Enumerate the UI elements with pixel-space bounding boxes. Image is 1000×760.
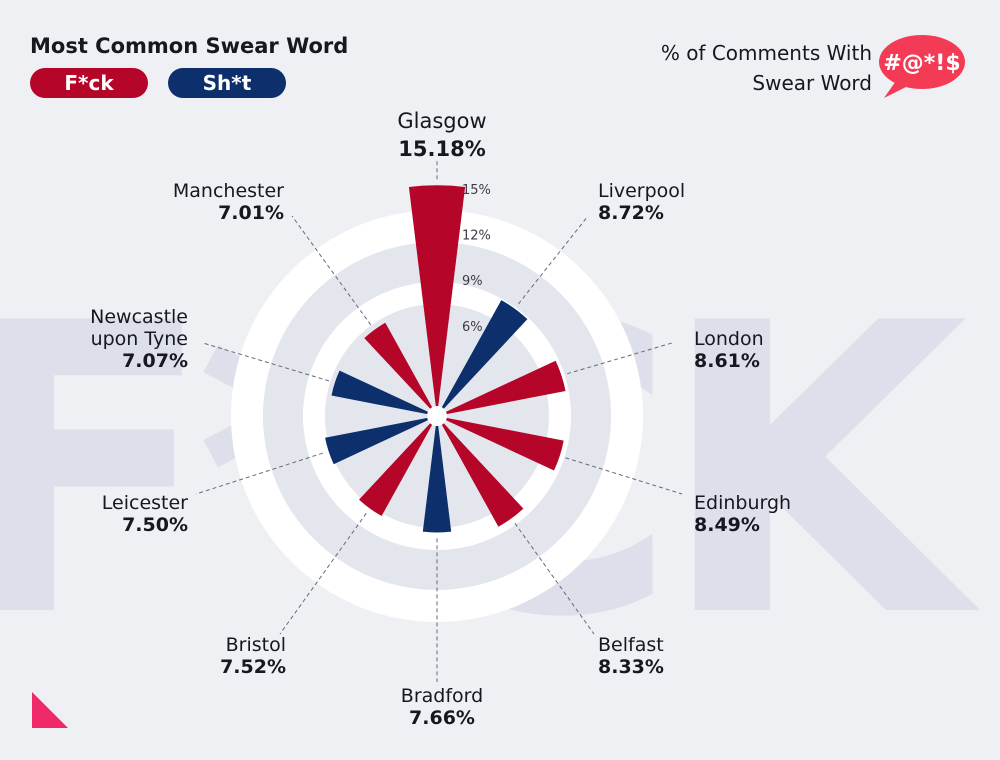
leader-line: [202, 342, 330, 382]
bar-edinburgh: [437, 416, 564, 471]
legend-title: Most Common Swear Word: [30, 34, 349, 58]
leader-line: [279, 513, 367, 635]
bar-london: [437, 360, 566, 416]
city-label: Liverpool: [598, 180, 685, 202]
city-label: Manchester: [173, 180, 284, 202]
metric-label: % of Comments With Swear Word: [572, 38, 872, 98]
metric-label-line1: % of Comments With: [660, 41, 872, 65]
bar-newcastle-upon-tyne: [331, 370, 437, 416]
legend-sht-pill: Sh*t: [168, 68, 286, 98]
value-label: 7.66%: [409, 707, 475, 729]
bar-leicester: [325, 416, 437, 465]
leader-line: [514, 522, 595, 635]
speech-bubble-icon: #@*!$: [879, 35, 965, 98]
bar-bradford: [422, 416, 452, 533]
leader-line: [518, 215, 589, 305]
radial-tick-label: 12%: [462, 229, 491, 244]
city-label: Newcastle upon Tyne: [90, 306, 188, 350]
city-label: Belfast: [598, 634, 664, 656]
leader-line: [567, 342, 673, 375]
speech-bubble-text: #@*!$: [883, 51, 960, 76]
value-label: 7.07%: [122, 350, 188, 372]
radial-tick-label: 6%: [462, 320, 483, 335]
bar-glasgow: [408, 185, 466, 416]
leader-line: [565, 457, 683, 495]
city-label: London: [694, 328, 764, 350]
city-label: Bradford: [401, 685, 483, 707]
legend-fck-pill: F*ck: [30, 68, 148, 98]
radial-tick-label: 15%: [462, 183, 491, 198]
leader-line: [291, 215, 372, 326]
metric-label-line2: Swear Word: [752, 71, 872, 95]
bar-belfast: [437, 416, 524, 527]
value-label: 8.33%: [598, 656, 664, 678]
value-label: 8.72%: [598, 202, 664, 224]
center-hub: [427, 406, 447, 426]
value-label: 15.18%: [398, 137, 485, 161]
value-label: 7.01%: [218, 202, 284, 224]
value-label: 8.61%: [694, 350, 760, 372]
bar-manchester: [364, 322, 437, 416]
city-label: Bristol: [226, 634, 286, 656]
radial-tick-label: 9%: [462, 274, 483, 289]
leader-line: [195, 452, 324, 495]
value-label: 7.50%: [122, 514, 188, 536]
city-label: Glasgow: [397, 109, 486, 133]
bar-liverpool: [437, 300, 528, 416]
value-label: 8.49%: [694, 514, 760, 536]
bar-bristol: [359, 416, 437, 516]
city-label: Leicester: [102, 492, 188, 514]
corner-triangle-icon: [32, 692, 68, 728]
value-label: 7.52%: [220, 656, 286, 678]
city-label: Edinburgh: [694, 492, 791, 514]
